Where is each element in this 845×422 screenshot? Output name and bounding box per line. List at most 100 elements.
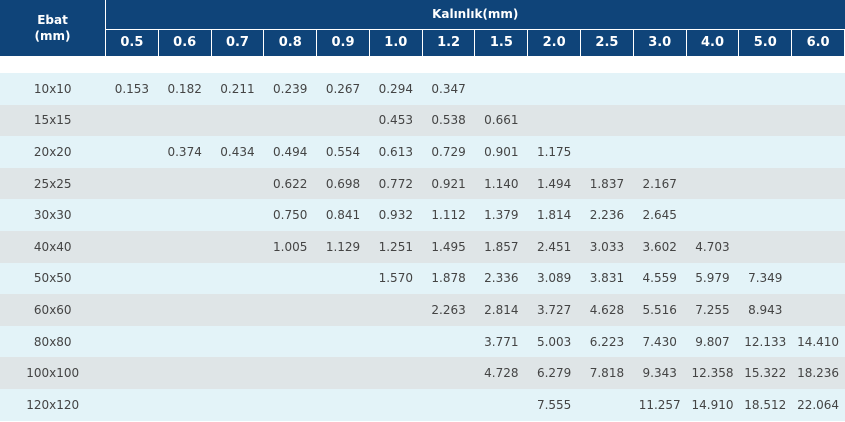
weight-cell: 2.451: [527, 230, 581, 263]
thickness-label: 3.0: [632, 28, 687, 57]
weight-cell: 0.613: [369, 136, 423, 168]
weight-cell: [158, 199, 212, 231]
weight-cell: 5.979: [686, 262, 739, 295]
weight-cell: [105, 357, 159, 389]
weight-cell: [263, 357, 317, 389]
weight-cell: [105, 136, 159, 168]
weight-cell: 8.943: [738, 294, 792, 326]
weight-cell: [791, 73, 845, 105]
weight-cell: [738, 104, 792, 137]
weight-cell: [211, 199, 264, 231]
weight-cell: 2.167: [633, 167, 687, 200]
thickness-label: 5.0: [738, 28, 793, 57]
table-row: 30x30 0.750 0.841 0.932 1.112 1.379 1.814 2.236…: [0, 199, 845, 231]
weight-cell: [422, 388, 475, 421]
weight-cell: [791, 294, 845, 326]
size-cell: 60x60: [0, 294, 106, 326]
weight-cell: [527, 73, 581, 105]
weight-cell: 0.294: [369, 73, 423, 105]
weight-cell: 7.430: [633, 325, 687, 358]
weight-cell: [369, 325, 423, 358]
thickness-label: 1.5: [474, 28, 529, 57]
weight-cell: [105, 325, 159, 358]
weight-cell: [263, 388, 317, 421]
weight-cell: [316, 325, 370, 358]
weight-cell: 0.661: [474, 104, 528, 137]
weight-cell: 1.837: [580, 167, 634, 200]
weight-cell: [105, 167, 159, 200]
weight-cell: [580, 104, 634, 137]
thickness-header: Kalınlık(mm): [105, 0, 845, 30]
size-cell: 25x25: [0, 167, 106, 200]
weight-cell: [263, 325, 317, 358]
size-cell: 10x10: [0, 73, 106, 105]
weight-cell: 1.251: [369, 230, 423, 263]
weight-cell: [580, 136, 634, 168]
weight-cell: 9.807: [686, 325, 739, 358]
weight-cell: 0.182: [158, 73, 212, 105]
weight-cell: [105, 104, 159, 137]
weight-cell: [686, 73, 739, 105]
weight-cell: 0.434: [211, 136, 264, 168]
thickness-label: 0.5: [105, 28, 159, 57]
thickness-label: 4.0: [685, 28, 740, 57]
weight-cell: 4.559: [633, 262, 687, 295]
weight-cell: 1.494: [527, 167, 581, 200]
weight-cell: 14.910: [686, 388, 739, 421]
weight-cell: 0.622: [263, 167, 317, 200]
table-row: 20x20 0.374 0.434 0.494 0.554 0.613 0.729 0.901…: [0, 136, 845, 168]
thickness-label: 2.0: [527, 28, 582, 57]
weight-cell: [738, 73, 792, 105]
weight-cell: [738, 136, 792, 168]
size-cell: 50x50: [0, 262, 106, 295]
header-row: Ebat (mm) Kalınlık(mm): [0, 0, 845, 57]
weight-cell: 5.516: [633, 294, 687, 326]
table-row: 50x50 1.570 1.878 2.336 3.089 3.831 4.559 5.979…: [0, 262, 845, 295]
weight-cell: [211, 167, 264, 200]
weight-cell: 0.267: [316, 73, 370, 105]
weight-cell: 0.932: [369, 199, 423, 231]
table-row: 40x40 1.005 1.129 1.251 1.495 1.857 2.451 3.033…: [0, 230, 845, 263]
weight-cell: 1.129: [316, 230, 370, 263]
weight-cell: 11.257: [633, 388, 687, 421]
weight-cell: [105, 262, 159, 295]
size-cell: 30x30: [0, 199, 106, 231]
weight-cell: [316, 357, 370, 389]
thickness-label: 2.5: [580, 28, 634, 57]
weight-cell: 7.555: [527, 388, 581, 421]
weight-cell: [474, 73, 528, 105]
weight-cell: [316, 262, 370, 295]
weight-cell: 0.494: [263, 136, 317, 168]
weight-cell: 6.223: [580, 325, 634, 358]
size-cell: 100x100: [0, 357, 106, 389]
weight-cell: 12.358: [686, 357, 739, 389]
weight-cell: 0.538: [422, 104, 475, 137]
weight-cell: [422, 357, 475, 389]
weight-cell: [158, 167, 212, 200]
weight-cell: 0.698: [316, 167, 370, 200]
weight-cell: 7.255: [686, 294, 739, 326]
weight-cell: [158, 388, 212, 421]
weight-cell: 1.140: [474, 167, 528, 200]
weight-cell: 12.133: [738, 325, 792, 358]
weight-cell: [633, 104, 687, 137]
weight-cell: 15.322: [738, 357, 792, 389]
weight-cell: [686, 199, 739, 231]
weight-cell: [791, 230, 845, 263]
size-cell: 20x20: [0, 136, 106, 168]
size-cell: 80x80: [0, 325, 106, 358]
weight-cell: [211, 104, 264, 137]
weight-cell: 1.175: [527, 136, 581, 168]
spacer-cell: [0, 56, 845, 73]
weight-cell: 2.263: [422, 294, 475, 326]
weight-cell: [474, 388, 528, 421]
weight-cell: 2.336: [474, 262, 528, 295]
weight-cell: [633, 136, 687, 168]
weight-cell: [158, 230, 212, 263]
weight-cell: 1.814: [527, 199, 581, 231]
size-cell: 15x15: [0, 104, 106, 137]
weight-cell: [580, 73, 634, 105]
weight-cell: 0.901: [474, 136, 528, 168]
weight-cell: [686, 136, 739, 168]
weight-cell: 3.089: [527, 262, 581, 295]
